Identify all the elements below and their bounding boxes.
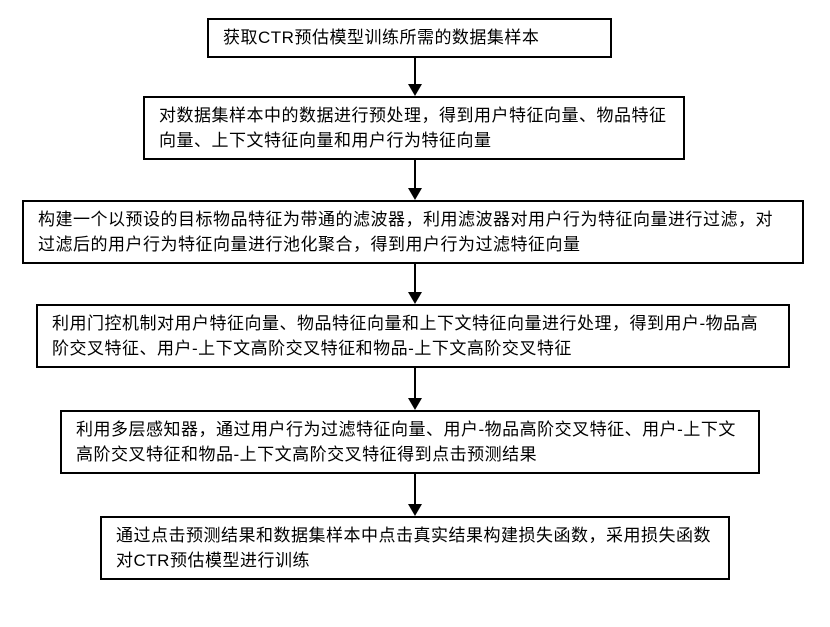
flowchart-arrow <box>414 160 416 188</box>
flowchart-node-text: 利用门控机制对用户特征向量、物品特征向量和上下文特征向量进行处理，得到用户-物品… <box>52 311 774 362</box>
flowchart-arrow-head <box>408 188 422 200</box>
flowchart-node: 获取CTR预估模型训练所需的数据集样本 <box>207 18 612 58</box>
flowchart-node-text: 利用多层感知器，通过用户行为过滤特征向量、用户-物品高阶交叉特征、用户-上下文高… <box>76 417 744 468</box>
flowchart-node: 对数据集样本中的数据进行预处理，得到用户特征向量、物品特征向量、上下文特征向量和… <box>143 96 685 160</box>
flowchart-arrow <box>414 368 416 398</box>
flowchart-arrow-head <box>408 504 422 516</box>
flowchart-node-text: 对数据集样本中的数据进行预处理，得到用户特征向量、物品特征向量、上下文特征向量和… <box>159 103 669 154</box>
flowchart-arrow <box>414 58 416 84</box>
flowchart-node-text: 获取CTR预估模型训练所需的数据集样本 <box>223 25 596 51</box>
flowchart-arrow-head <box>408 398 422 410</box>
flowchart-arrow-head <box>408 292 422 304</box>
flowchart-node-text: 构建一个以预设的目标物品特征为带通的滤波器，利用滤波器对用户行为特征向量进行过滤… <box>38 207 788 258</box>
flowchart-arrow-head <box>408 84 422 96</box>
flowchart-arrow <box>414 264 416 292</box>
flowchart-node: 利用门控机制对用户特征向量、物品特征向量和上下文特征向量进行处理，得到用户-物品… <box>36 304 790 368</box>
flowchart-node: 利用多层感知器，通过用户行为过滤特征向量、用户-物品高阶交叉特征、用户-上下文高… <box>60 410 760 474</box>
flowchart-node-text: 通过点击预测结果和数据集样本中点击真实结果构建损失函数，采用损失函数对CTR预估… <box>116 523 714 574</box>
flowchart-container: 获取CTR预估模型训练所需的数据集样本对数据集样本中的数据进行预处理，得到用户特… <box>0 0 830 627</box>
flowchart-node: 构建一个以预设的目标物品特征为带通的滤波器，利用滤波器对用户行为特征向量进行过滤… <box>22 200 804 264</box>
flowchart-node: 通过点击预测结果和数据集样本中点击真实结果构建损失函数，采用损失函数对CTR预估… <box>100 516 730 580</box>
flowchart-arrow <box>414 474 416 504</box>
